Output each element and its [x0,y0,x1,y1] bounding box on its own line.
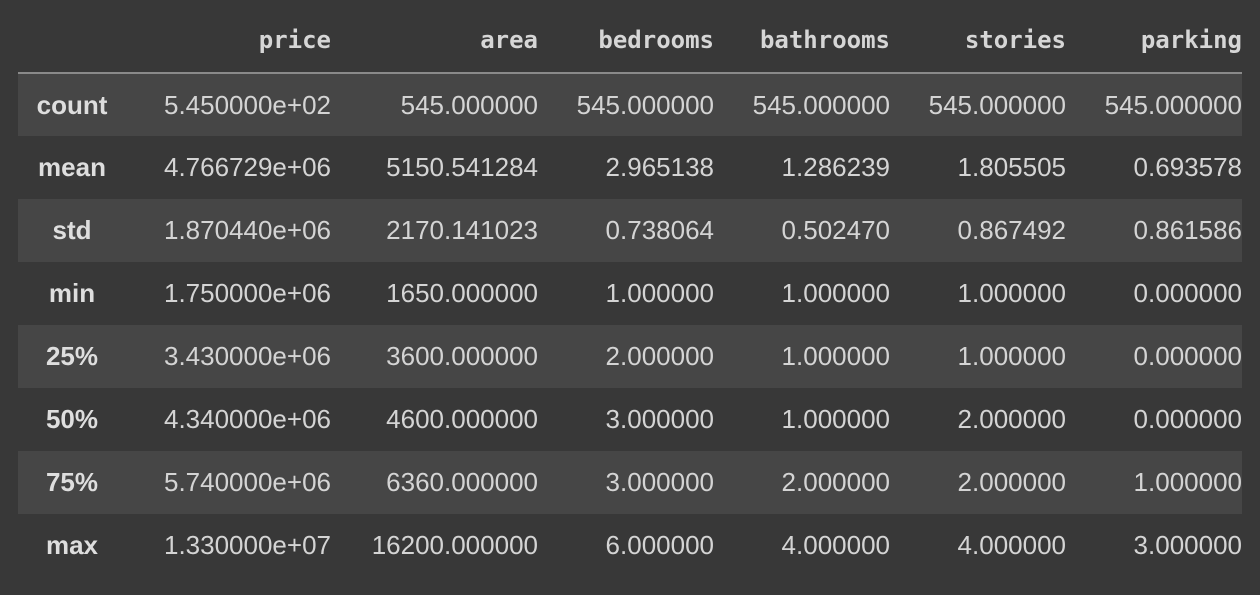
describe-table: price area bedrooms bathrooms stories pa… [18,8,1242,577]
table-cell: 16200.000000 [371,530,538,560]
table-header: price area bedrooms bathrooms stories pa… [18,8,1242,74]
table-cell: 1.750000e+06 [163,278,331,308]
table-cell: 1.330000e+07 [163,530,331,560]
table-cell: 0.000000 [1133,404,1242,434]
table-cell: 0.738064 [605,215,714,245]
table-cell: 545.000000 [576,89,714,120]
table-row: 75% 5.740000e+06 6360.000000 3.000000 2.… [18,451,1242,514]
table-cell: 4.000000 [957,530,1066,560]
column-header-bathrooms: bathrooms [714,8,890,74]
table-row: std 1.870440e+06 2170.141023 0.738064 0.… [18,199,1242,262]
table-cell: 3600.000000 [386,341,538,371]
column-header-price: price [126,8,331,74]
table-row: mean 4.766729e+06 5150.541284 2.965138 1… [18,136,1242,199]
table-body: count 5.450000e+02 545.000000 545.000000… [18,73,1242,577]
table-cell: 2.000000 [957,467,1066,497]
row-index-label: count [36,89,108,120]
column-header-bedrooms: bedrooms [538,8,714,74]
table-cell: 545.000000 [752,89,890,120]
column-header-stories: stories [890,8,1066,74]
index-header-cell [18,8,126,74]
table-row: 50% 4.340000e+06 4600.000000 3.000000 1.… [18,388,1242,451]
table-cell: 0.000000 [1133,278,1242,308]
table-cell: 4.340000e+06 [163,404,331,434]
row-index-label: 25% [45,341,99,371]
table-cell: 1.805505 [957,152,1066,182]
table-cell: 1.000000 [781,404,890,434]
table-cell: 545.000000 [400,89,538,120]
table-cell: 2.000000 [781,467,890,497]
table-cell: 3.000000 [605,467,714,497]
table-row: 25% 3.430000e+06 3600.000000 2.000000 1.… [18,325,1242,388]
dataframe-output: price area bedrooms bathrooms stories pa… [18,8,1242,577]
table-cell: 0.000000 [1133,341,1242,371]
table-cell: 0.502470 [781,215,890,245]
table-cell: 2170.141023 [386,215,538,245]
table-cell: 1.870440e+06 [163,215,331,245]
row-index-label: max [45,530,99,560]
column-header-area: area [331,8,538,74]
table-cell: 2.000000 [957,404,1066,434]
table-cell: 4600.000000 [386,404,538,434]
row-index-label: 75% [45,467,99,497]
table-cell: 4.766729e+06 [163,152,331,182]
row-index-label: mean [38,152,106,182]
table-cell: 1650.000000 [386,278,538,308]
row-index-label: min [48,278,96,308]
table-cell: 2.000000 [605,341,714,371]
table-cell: 6.000000 [605,530,714,560]
column-header-parking: parking [1066,8,1242,74]
table-cell: 1.000000 [781,278,890,308]
table-cell: 0.867492 [957,215,1066,245]
table-cell: 0.861586 [1133,215,1242,245]
row-index-label: 50% [45,404,99,434]
header-row: price area bedrooms bathrooms stories pa… [18,8,1242,74]
table-cell: 1.000000 [1133,467,1242,497]
table-row: max 1.330000e+07 16200.000000 6.000000 4… [18,514,1242,577]
table-cell: 5150.541284 [386,152,538,182]
table-cell: 3.430000e+06 [163,341,331,371]
table-row: count 5.450000e+02 545.000000 545.000000… [18,73,1242,136]
table-cell: 0.693578 [1133,152,1242,182]
table-cell: 5.450000e+02 [163,89,331,120]
table-cell: 545.000000 [928,89,1066,120]
table-cell: 5.740000e+06 [163,467,331,497]
table-cell: 6360.000000 [386,467,538,497]
table-row: min 1.750000e+06 1650.000000 1.000000 1.… [18,262,1242,325]
table-cell: 3.000000 [1133,530,1242,560]
table-cell: 1.000000 [605,278,714,308]
table-cell: 545.000000 [1104,89,1242,120]
table-cell: 2.965138 [605,152,714,182]
table-cell: 1.000000 [781,341,890,371]
row-index-label: std [52,215,92,245]
table-cell: 1.000000 [957,278,1066,308]
table-cell: 1.000000 [957,341,1066,371]
table-cell: 3.000000 [605,404,714,434]
table-cell: 1.286239 [781,152,890,182]
table-cell: 4.000000 [781,530,890,560]
